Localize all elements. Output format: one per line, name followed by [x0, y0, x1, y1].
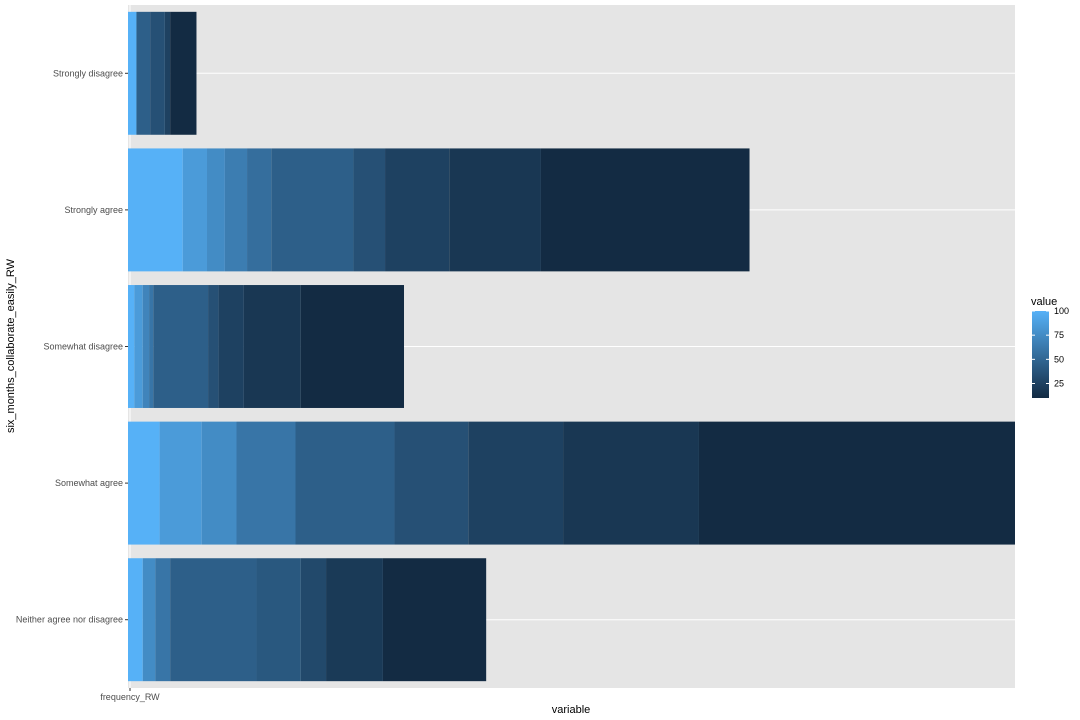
bar-segment — [128, 148, 183, 272]
y-tick-label: Strongly disagree — [53, 68, 123, 78]
y-tick-label: Somewhat disagree — [43, 342, 123, 352]
y-tick-label: Neither agree nor disagree — [16, 615, 123, 625]
x-tick-label: frequency_RW — [100, 692, 160, 702]
y-tick-label: Somewhat agree — [55, 478, 123, 488]
bar-segment — [208, 285, 219, 408]
bar-segment — [326, 558, 383, 682]
bar-segment — [698, 421, 1015, 545]
bar-segment — [182, 148, 208, 272]
bar-segment — [170, 11, 197, 135]
bar-segment — [295, 421, 395, 545]
legend-label: 100 — [1054, 306, 1069, 316]
legend-title: value — [1031, 296, 1057, 308]
bar-segment — [128, 558, 143, 682]
bar-segment — [236, 421, 296, 545]
bar-segment — [201, 421, 237, 545]
x-axis-title: variable — [552, 704, 591, 716]
bar-segment — [142, 285, 150, 408]
bar-segment — [155, 558, 171, 682]
bar-segment — [271, 148, 354, 272]
legend-label: 75 — [1054, 330, 1064, 340]
x-axis: frequency_RW — [100, 688, 160, 702]
bar-segment — [394, 421, 469, 545]
bar-segment — [468, 421, 564, 545]
bar-segment — [164, 11, 171, 135]
y-axis: Neither agree nor disagree Somewhat agree… — [16, 68, 128, 625]
bar-segment — [224, 148, 248, 272]
bar-segment — [563, 421, 699, 545]
bar-segment — [159, 421, 202, 545]
bar-segment — [207, 148, 225, 272]
y-axis-title: six_months_collaborate_easily_RW — [5, 258, 17, 433]
y-tick-label: Strongly agree — [64, 205, 123, 215]
bar-segment — [128, 421, 160, 545]
bar-segment — [247, 148, 272, 272]
bar-segment — [385, 148, 450, 272]
bar-segment — [300, 558, 327, 682]
bars — [128, 11, 1015, 682]
bar-segment — [218, 285, 244, 408]
bar-segment — [243, 285, 301, 408]
bar-segment — [256, 558, 301, 682]
legend-colorbar — [1032, 311, 1049, 398]
bar-segment — [136, 11, 151, 135]
bar-segment — [300, 285, 405, 408]
bar-segment — [170, 558, 257, 682]
bar-segment — [382, 558, 487, 682]
bar-segment — [449, 148, 541, 272]
bar-segment — [128, 11, 137, 135]
legend-label: 25 — [1054, 379, 1064, 389]
bar-segment — [149, 285, 154, 408]
legend-label: 50 — [1054, 354, 1064, 364]
bar-segment — [134, 285, 143, 408]
bar-segment — [153, 285, 209, 408]
legend: value 100 75 50 25 — [1031, 296, 1069, 398]
bar-segment — [540, 148, 750, 272]
bar-segment — [142, 558, 156, 682]
bar-segment — [353, 148, 386, 272]
bar-segment — [128, 285, 135, 408]
bar-segment — [150, 11, 165, 135]
